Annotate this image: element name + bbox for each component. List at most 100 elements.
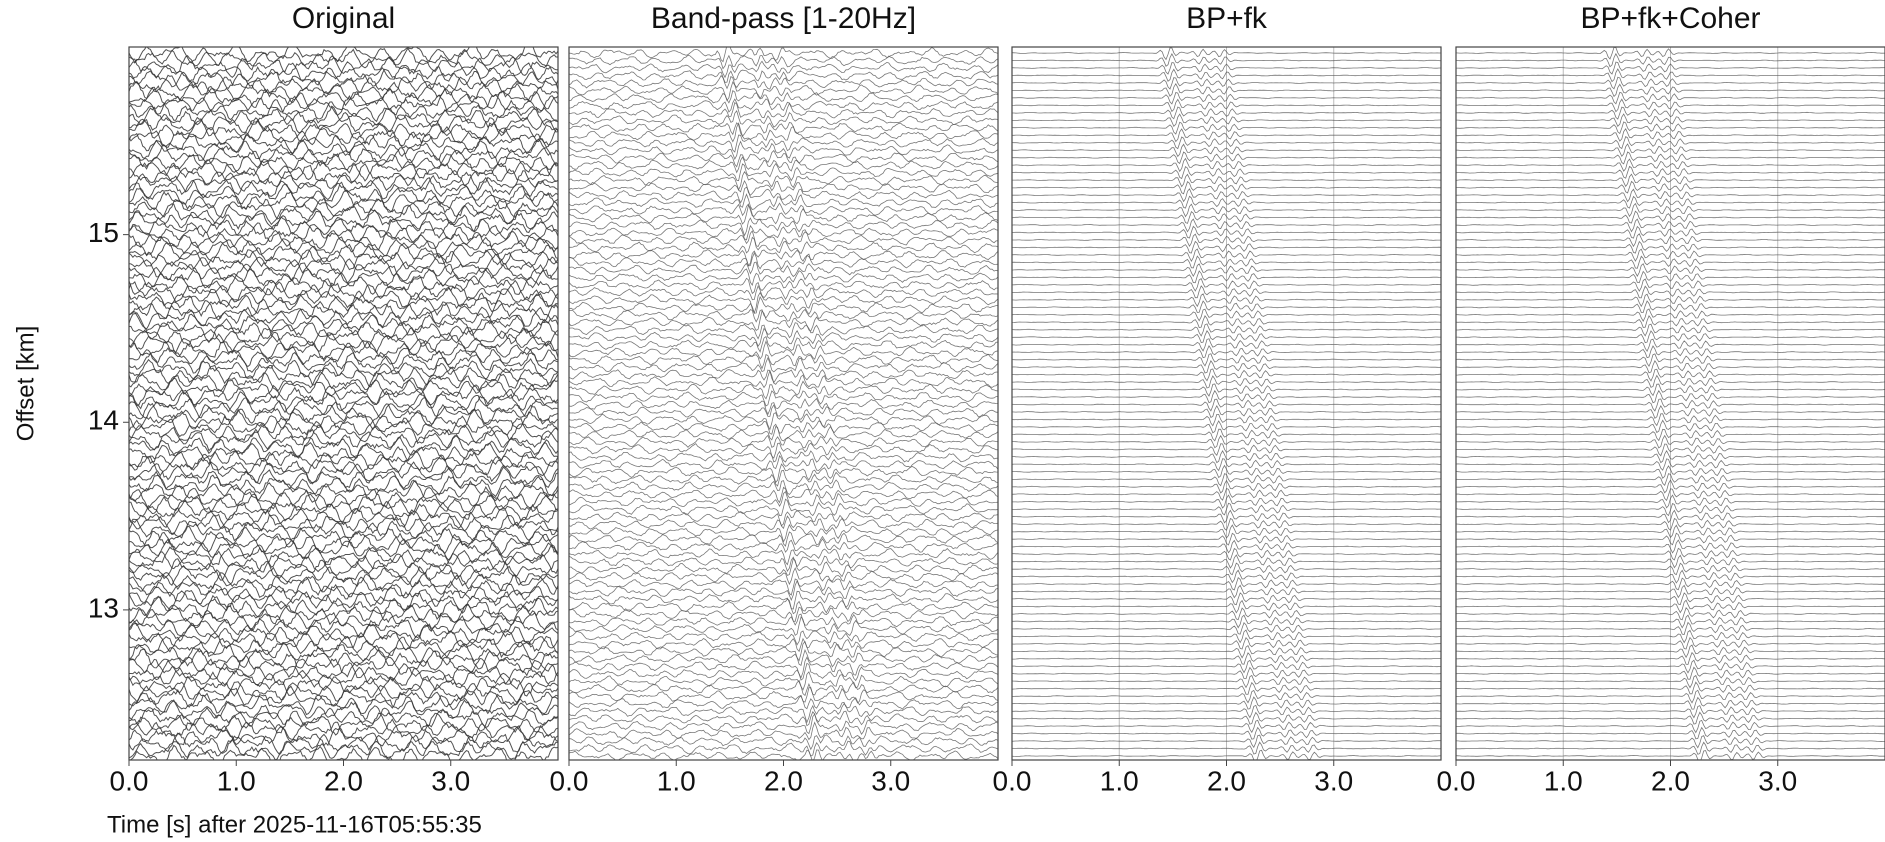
trace — [129, 732, 558, 755]
trace — [1456, 106, 1885, 120]
trace — [1456, 98, 1885, 113]
trace — [1456, 158, 1885, 172]
trace — [1012, 487, 1441, 501]
trace — [1456, 263, 1885, 277]
trace — [129, 647, 558, 670]
trace — [129, 99, 558, 123]
trace — [569, 454, 998, 471]
trace — [129, 67, 558, 90]
trace — [1012, 389, 1441, 404]
trace — [129, 654, 558, 679]
trace — [1456, 434, 1885, 449]
trace — [129, 273, 558, 295]
trace — [1012, 92, 1441, 105]
trace — [569, 450, 998, 463]
trace — [1012, 143, 1441, 158]
trace — [1012, 62, 1441, 75]
trace — [1456, 614, 1885, 629]
trace — [1456, 210, 1885, 224]
x-tick-label: 3.0 — [871, 765, 910, 796]
panel: BP+fk+Coher 0.0 1.0 2.0 3.0 — [1437, 2, 1885, 796]
trace — [1456, 443, 1885, 457]
trace — [569, 268, 998, 287]
trace — [569, 356, 998, 373]
trace — [569, 434, 998, 449]
trace — [1012, 195, 1441, 209]
trace — [569, 309, 998, 332]
trace — [129, 544, 558, 568]
trace — [569, 404, 998, 420]
y-tick-label: 13 — [88, 592, 119, 623]
trace — [1012, 106, 1441, 120]
trace — [1012, 443, 1441, 457]
trace — [569, 101, 998, 119]
trace — [1456, 674, 1885, 689]
trace — [129, 513, 558, 536]
trace — [1456, 517, 1885, 531]
trace — [1012, 681, 1441, 695]
trace — [1456, 255, 1885, 269]
trace — [569, 590, 998, 610]
trace — [569, 579, 998, 601]
trace — [1456, 368, 1885, 382]
trace — [569, 156, 998, 174]
x-tick-label: 0.0 — [1437, 765, 1476, 796]
trace — [569, 193, 998, 210]
trace — [129, 595, 558, 620]
trace — [569, 353, 998, 370]
trace — [1456, 248, 1885, 262]
trace — [1456, 644, 1885, 659]
trace — [1012, 329, 1441, 343]
trace — [1012, 614, 1441, 629]
x-tick-label: 0.0 — [550, 765, 589, 796]
trace — [569, 291, 998, 314]
trace — [569, 479, 998, 496]
trace — [569, 171, 998, 191]
trace — [1456, 195, 1885, 209]
trace — [1456, 188, 1885, 203]
trace — [569, 335, 998, 353]
trace — [569, 515, 998, 532]
traces — [129, 47, 558, 760]
trace — [1012, 689, 1441, 704]
trace — [129, 306, 558, 330]
trace — [1012, 121, 1441, 135]
trace — [129, 738, 558, 760]
trace — [1456, 233, 1885, 248]
trace — [1012, 674, 1441, 689]
trace — [1012, 255, 1441, 269]
trace — [569, 261, 998, 278]
x-axis-label: Time [s] after 2025-11-16T05:55:35 — [107, 811, 482, 838]
trace — [129, 602, 558, 627]
trace — [1012, 151, 1441, 165]
trace — [1012, 375, 1441, 389]
trace — [1012, 293, 1441, 308]
trace — [1456, 345, 1885, 359]
trace — [569, 463, 998, 484]
trace — [569, 523, 998, 543]
trace — [569, 249, 998, 267]
trace — [569, 703, 998, 724]
trace — [129, 216, 558, 239]
trace — [1456, 659, 1885, 674]
trace — [1456, 135, 1885, 150]
trace — [129, 538, 558, 561]
trace — [129, 486, 558, 510]
trace — [1012, 404, 1441, 418]
trace — [129, 298, 558, 323]
trace — [129, 249, 558, 271]
trace — [1456, 330, 1885, 344]
trace — [129, 163, 558, 187]
traces — [569, 47, 998, 760]
trace — [569, 296, 998, 315]
trace — [569, 538, 998, 553]
trace — [1012, 270, 1441, 284]
trace — [1456, 465, 1885, 479]
trace — [1456, 52, 1885, 68]
trace — [569, 90, 998, 105]
trace — [129, 118, 558, 142]
trace — [1456, 61, 1885, 75]
trace — [1012, 368, 1441, 382]
trace — [569, 202, 998, 217]
